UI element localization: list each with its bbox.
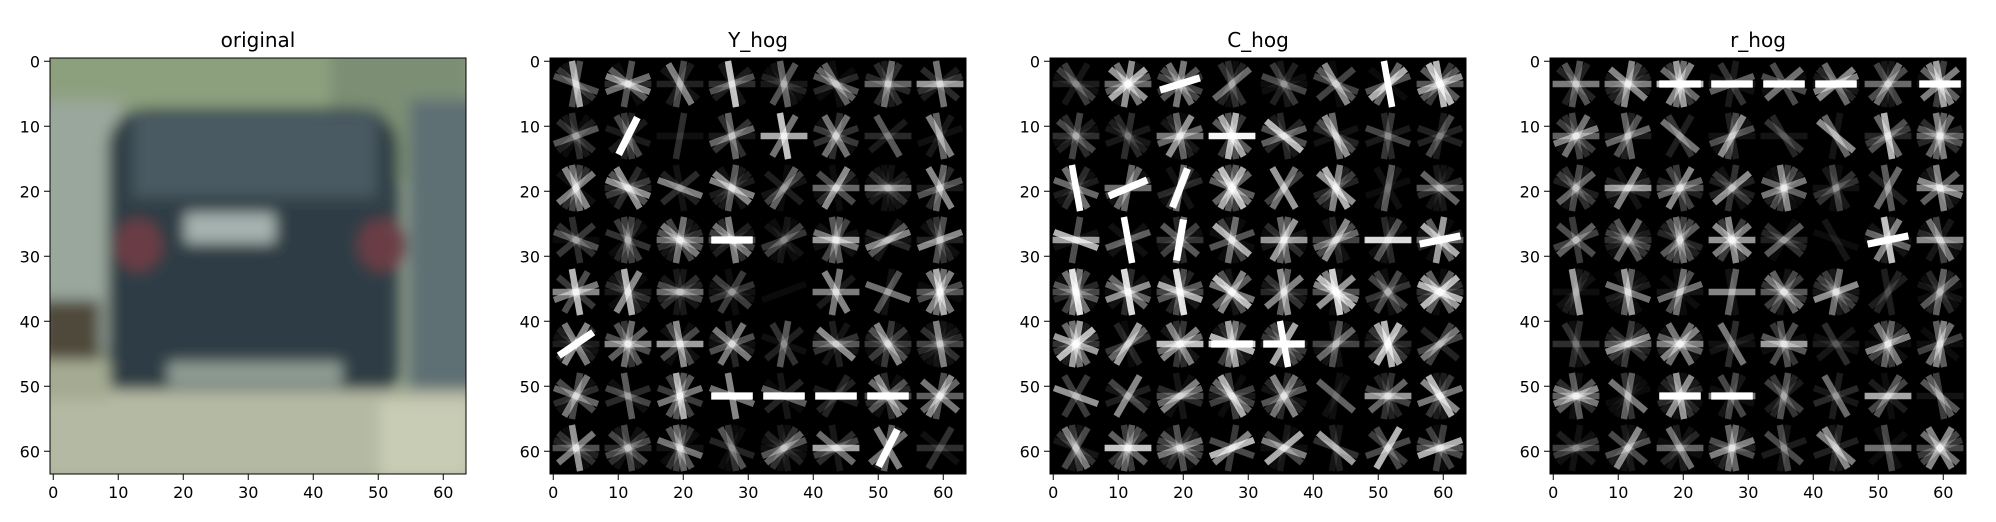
axes-frame xyxy=(1049,57,1467,475)
panel-r-hog: r_hog xyxy=(1550,28,1966,474)
panel-c-hog: C_hog xyxy=(1050,28,1466,474)
x-tick-label: 40 xyxy=(803,483,823,502)
x-tick-label: 0 xyxy=(1048,483,1058,502)
x-tick-label: 30 xyxy=(238,483,258,502)
axes-frame xyxy=(549,57,967,475)
x-tick-label: 20 xyxy=(1673,483,1693,502)
x-tick-label: 10 xyxy=(608,483,628,502)
y-tick-label: 0 xyxy=(1030,52,1040,71)
x-tick-label: 20 xyxy=(173,483,193,502)
x-tick-label: 60 xyxy=(433,483,453,502)
panel-title: r_hog xyxy=(1730,28,1786,52)
x-tick-label: 30 xyxy=(738,483,758,502)
y-tick-label: 40 xyxy=(520,312,540,331)
x-tick-label: 0 xyxy=(548,483,558,502)
x-tick-label: 40 xyxy=(1303,483,1323,502)
x-tick-label: 30 xyxy=(1238,483,1258,502)
r-hog-image xyxy=(1550,58,1966,474)
x-tick-label: 60 xyxy=(1933,483,1953,502)
x-tick-label: 10 xyxy=(1108,483,1128,502)
y-tick-label: 60 xyxy=(1020,442,1040,461)
y-tick-label: 30 xyxy=(1520,247,1540,266)
y-tick-label: 30 xyxy=(520,247,540,266)
c-hog-image xyxy=(1050,58,1466,474)
x-tick-label: 60 xyxy=(933,483,953,502)
x-tick-label: 20 xyxy=(1173,483,1193,502)
x-tick-label: 0 xyxy=(1548,483,1558,502)
axes-layer: 0 10 20 30 40 50 60 0 10 20 30 40 50 60 0 10 20 30 40 50 60 0… xyxy=(20,52,1967,502)
panel-y-hog: Y_hog xyxy=(550,28,966,474)
x-tick-label: 10 xyxy=(1608,483,1628,502)
x-tick-label: 30 xyxy=(1738,483,1758,502)
x-tick-label: 10 xyxy=(108,483,128,502)
y-hog-image xyxy=(550,58,966,474)
y-tick-label: 50 xyxy=(20,377,40,396)
axes-frame xyxy=(1549,57,1967,475)
panel-title: C_hog xyxy=(1227,28,1289,52)
y-tick-label: 10 xyxy=(20,117,40,136)
y-tick-label: 20 xyxy=(1020,182,1040,201)
axes-frame xyxy=(49,57,467,475)
x-tick-label: 40 xyxy=(1803,483,1823,502)
y-tick-label: 50 xyxy=(1020,377,1040,396)
y-tick-label: 20 xyxy=(520,182,540,201)
x-tick-label: 20 xyxy=(673,483,693,502)
y-tick-label: 40 xyxy=(1520,312,1540,331)
y-tick-label: 60 xyxy=(20,442,40,461)
y-tick-label: 60 xyxy=(1520,442,1540,461)
y-tick-label: 0 xyxy=(530,52,540,71)
y-tick-label: 10 xyxy=(1020,117,1040,136)
y-tick-label: 0 xyxy=(1530,52,1540,71)
y-tick-label: 20 xyxy=(20,182,40,201)
y-tick-label: 30 xyxy=(1020,247,1040,266)
x-tick-label: 60 xyxy=(1433,483,1453,502)
x-tick-label: 50 xyxy=(1868,483,1888,502)
panel-title: original xyxy=(221,28,296,52)
x-tick-label: 50 xyxy=(1368,483,1388,502)
y-tick-label: 0 xyxy=(30,52,40,71)
y-tick-label: 40 xyxy=(1020,312,1040,331)
y-tick-label: 10 xyxy=(520,117,540,136)
y-tick-label: 20 xyxy=(1520,182,1540,201)
x-tick-label: 40 xyxy=(303,483,323,502)
original-photo xyxy=(50,58,466,474)
x-tick-label: 0 xyxy=(48,483,58,502)
x-tick-label: 50 xyxy=(868,483,888,502)
y-tick-label: 60 xyxy=(520,442,540,461)
y-tick-label: 50 xyxy=(1520,377,1540,396)
panel-title: Y_hog xyxy=(727,28,788,52)
y-tick-label: 50 xyxy=(520,377,540,396)
x-tick-label: 50 xyxy=(368,483,388,502)
y-tick-label: 10 xyxy=(1520,117,1540,136)
panel-original: original xyxy=(50,28,466,474)
y-tick-label: 40 xyxy=(20,312,40,331)
y-tick-label: 30 xyxy=(20,247,40,266)
